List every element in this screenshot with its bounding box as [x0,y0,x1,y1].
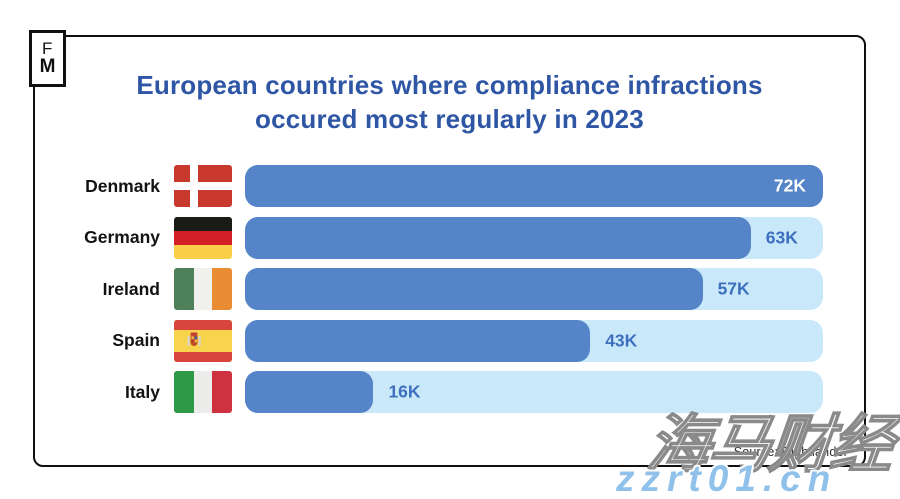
source-attribution: Source: Rightlander [733,445,848,459]
country-label: Spain [112,330,160,350]
bar-value: 16K [388,381,421,402]
bar-row-germany: Germany 63K [35,216,864,259]
bar-fill [245,319,591,362]
bar-chart: Denmark 72K Germany 63K [35,165,864,413]
bar-row-ireland: Ireland 57K [35,268,864,310]
bar-row-spain: Spain [35,319,864,362]
bar-value: 43K [605,330,638,350]
denmark-flag-icon [174,165,232,207]
italy-flag-icon [174,371,232,413]
fm-logo: F M [29,30,66,87]
bar-value: 72K [773,175,806,196]
bar-row-denmark: Denmark 72K [35,165,864,207]
bar-value: 63K [765,227,798,247]
bar-track: 63K [245,216,823,259]
country-label: Denmark [85,175,160,196]
bar-fill [245,216,751,259]
ireland-flag-icon [174,268,232,310]
bar-fill [245,268,703,310]
logo-letter-f: F [42,39,53,59]
chart-card: European countries where compliance infr… [33,35,866,467]
spain-flag-icon [174,319,232,362]
bar-fill [245,371,374,413]
country-label: Ireland [102,278,160,299]
chart-title-line-1: European countries where compliance infr… [136,70,763,100]
bar-track: 72K [245,165,823,207]
bar-fill [245,165,823,207]
chart-title-line-2: occured most regularly in 2023 [255,104,644,134]
bar-value: 57K [717,278,750,299]
germany-flag-icon [174,216,232,259]
country-label: Germany [84,227,160,247]
logo-letter-m: M [39,56,56,78]
country-label: Italy [124,381,160,402]
chart-title: European countries where compliance infr… [35,68,864,136]
bar-track: 43K [245,319,823,362]
bar-track: 57K [245,268,823,310]
bar-row-italy: Italy 16K [35,371,864,413]
bar-track: 16K [245,371,823,413]
